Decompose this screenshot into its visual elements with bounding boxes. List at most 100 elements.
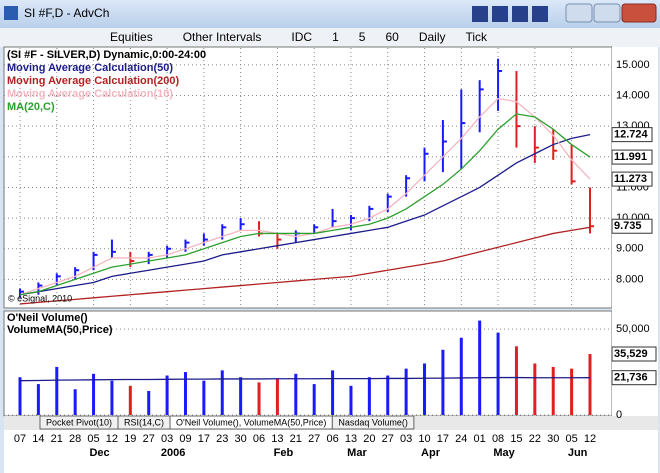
last-price-label: 9.735 [614, 220, 642, 232]
toolbar-items: Equities Other Intervals IDC 1 5 60 Daily Tick [110, 30, 488, 44]
tab[interactable]: Pocket Pivot(10) [39, 415, 119, 430]
legend-entry: MA(20,C) [7, 101, 55, 113]
annotation: © eSignal, 2010 [8, 293, 72, 303]
tab[interactable]: O'Neil Volume(), VolumeMA(50,Price) [169, 415, 333, 430]
toolbar-item[interactable]: 60 [385, 30, 399, 44]
value-label: 11.991 [614, 151, 647, 163]
y-tick-label: 50,000 [616, 323, 650, 335]
title-buttons[interactable] [472, 3, 657, 23]
toolbar-item[interactable]: Equities [110, 30, 153, 44]
legend-entry: Moving Average Calculation(200) [7, 75, 180, 87]
volume-bar [459, 337, 463, 415]
button[interactable] [532, 6, 548, 22]
volume-bar [220, 370, 224, 415]
volume-bar [239, 377, 243, 415]
x-tick-label: 30 [235, 433, 247, 445]
volume-bar [257, 382, 261, 415]
x-tick-label: 17 [198, 433, 210, 445]
tab[interactable]: RSI(14,C) [117, 415, 171, 430]
x-tick-label: 06 [253, 433, 265, 445]
button[interactable] [472, 6, 488, 22]
tab-box[interactable] [331, 415, 415, 430]
value-box [611, 370, 657, 386]
volume-bar [55, 366, 59, 415]
x-tick-label: 27 [143, 433, 155, 445]
minimize-button[interactable] [565, 3, 593, 23]
tab[interactable]: Nasdaq Volume() [331, 415, 415, 430]
x-tick-label: 12 [106, 433, 118, 445]
tab-label[interactable]: O'Neil Volume(), VolumeMA(50,Price) [176, 417, 326, 427]
volume-bar [165, 375, 169, 415]
toolbar-item[interactable]: 5 [359, 30, 366, 44]
price-pane [3, 46, 613, 309]
legend-entry: VolumeMA(50,Price) [7, 324, 113, 336]
tab-label[interactable]: RSI(14,C) [124, 417, 164, 427]
moving-average-line [19, 97, 591, 296]
toolbar-item[interactable]: 1 [332, 30, 339, 44]
x-tick-label: 08 [492, 433, 504, 445]
x-tick-label: 14 [32, 433, 44, 445]
value-label: 12.724 [614, 129, 649, 141]
x-tick-label: 03 [161, 433, 173, 445]
value-box [611, 346, 657, 362]
legend-entry: Moving Average Calculation(10) [7, 88, 173, 100]
moving-average-line [19, 376, 591, 382]
volume-bar [349, 385, 353, 415]
x-tick-label: 12 [584, 433, 596, 445]
volume-bar [570, 368, 574, 415]
moving-average-line [19, 133, 591, 296]
volume-bar [551, 366, 555, 415]
volume-bar [128, 385, 132, 415]
y-tick-label: 15.000 [616, 59, 650, 71]
y-tick-label: 9.000 [616, 243, 644, 255]
toolbar-item[interactable]: IDC [291, 30, 312, 44]
toolbar-item[interactable]: Other Intervals [183, 30, 262, 44]
value-box [611, 171, 653, 187]
volume-bar [92, 373, 96, 415]
volume-bar [110, 380, 114, 415]
volume-bar [514, 346, 518, 415]
x-month-label: Apr [421, 447, 441, 459]
x-tick-label: 15 [510, 433, 522, 445]
x-tick-label: 13 [345, 433, 357, 445]
moving-average-line [19, 113, 591, 296]
close-button[interactable] [621, 3, 657, 23]
volume-bar [36, 384, 40, 415]
toolbar-item[interactable]: Tick [465, 30, 488, 44]
last-price-box [611, 218, 653, 234]
volume-bar [275, 378, 279, 415]
app-icon [4, 6, 18, 20]
value-box [611, 149, 653, 165]
value-label: 21,736 [614, 372, 648, 384]
y-tick-label: 0 [616, 409, 622, 421]
x-tick-label: 21 [290, 433, 302, 445]
volume-bar [294, 373, 298, 415]
x-tick-label: 06 [326, 433, 338, 445]
x-month-label: Mar [347, 447, 367, 459]
legend-entry: Moving Average Calculation(50) [7, 62, 173, 74]
x-month-label: Dec [89, 447, 109, 459]
x-tick-label: 28 [69, 433, 81, 445]
x-tick-label: 20 [363, 433, 375, 445]
volume-bar [478, 320, 482, 415]
x-month-label: May [493, 447, 515, 459]
volume-bar [496, 332, 500, 415]
button[interactable] [512, 6, 528, 22]
tab-label[interactable]: Pocket Pivot(10) [46, 417, 112, 427]
pane-title: O'Neil Volume() [7, 312, 88, 324]
volume-bar [404, 368, 408, 415]
x-tick-label: 01 [474, 433, 486, 445]
x-month-label: 2006 [161, 447, 185, 459]
maximize-button[interactable] [593, 3, 621, 23]
volume-bar [147, 390, 151, 415]
volume-bar [533, 363, 537, 415]
button[interactable] [492, 6, 508, 22]
chart-title: (SI #F - SILVER,D) Dynamic,0:00-24:00 [7, 49, 206, 61]
x-axis-area [4, 430, 658, 473]
tab-label[interactable]: Nasdaq Volume() [338, 417, 408, 427]
x-tick-label: 21 [51, 433, 63, 445]
volume-bar [312, 384, 316, 415]
toolbar-item[interactable]: Daily [419, 30, 446, 44]
x-month-label: Feb [274, 447, 294, 459]
x-tick-label: 23 [216, 433, 228, 445]
